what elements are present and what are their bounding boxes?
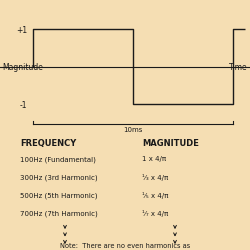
- Text: 10ms: 10ms: [123, 126, 142, 132]
- Text: +1: +1: [16, 26, 28, 35]
- Text: Time: Time: [229, 63, 248, 72]
- Text: MAGNITUDE: MAGNITUDE: [142, 138, 200, 147]
- Text: 500Hz (5th Harmonic): 500Hz (5th Harmonic): [20, 191, 98, 198]
- Text: ¹⁄₇ x 4/π: ¹⁄₇ x 4/π: [142, 209, 169, 216]
- Text: Note:  There are no even harmonics as: Note: There are no even harmonics as: [60, 242, 190, 248]
- Text: 300Hz (3rd Harmonic): 300Hz (3rd Harmonic): [20, 174, 98, 180]
- Text: FREQUENCY: FREQUENCY: [20, 138, 76, 147]
- Text: ¹⁄₃ x 4/π: ¹⁄₃ x 4/π: [142, 174, 169, 180]
- Text: Magnitude: Magnitude: [2, 63, 43, 72]
- Text: -1: -1: [20, 100, 28, 110]
- Text: 700Hz (7th Harmonic): 700Hz (7th Harmonic): [20, 209, 98, 216]
- Text: ¹⁄₅ x 4/π: ¹⁄₅ x 4/π: [142, 191, 169, 198]
- Text: 100Hz (Fundamental): 100Hz (Fundamental): [20, 156, 96, 162]
- Text: both half cycles are symmetrical.: both half cycles are symmetrical.: [69, 249, 181, 250]
- Text: 1 x 4/π: 1 x 4/π: [142, 156, 167, 162]
